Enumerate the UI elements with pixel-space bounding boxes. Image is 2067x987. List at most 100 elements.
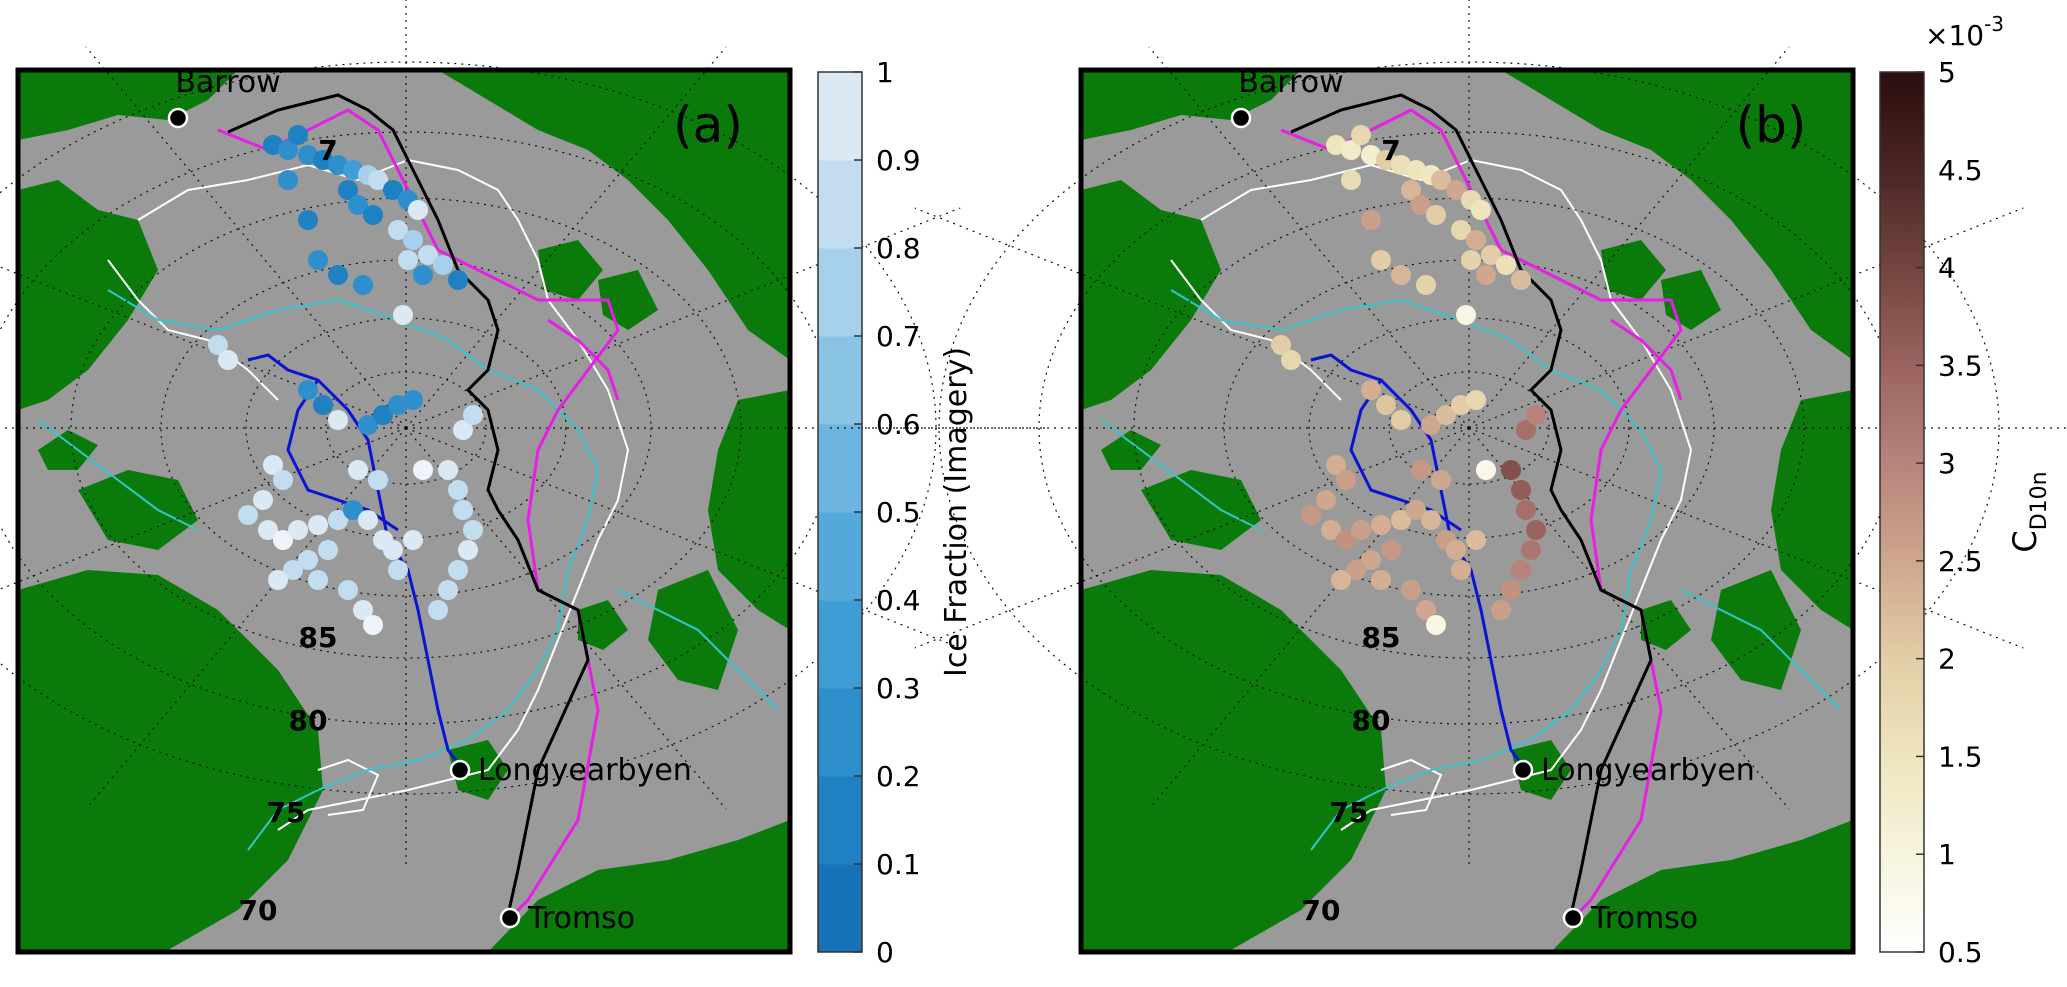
data-point: [428, 600, 448, 620]
track-magenta: [217, 108, 620, 922]
data-point: [1446, 540, 1466, 560]
data-point: [1381, 540, 1401, 560]
city-label: Longyearbyen: [1541, 753, 1755, 788]
colorbar-b-tick-label: 1: [1938, 838, 1956, 871]
latitude-label: 7: [318, 134, 337, 167]
data-point: [1526, 520, 1546, 540]
data-point: [263, 455, 283, 475]
colorbar-a-block: [818, 72, 862, 161]
data-point: [403, 230, 423, 250]
track-blue: [1310, 353, 1528, 771]
data-point: [1301, 505, 1321, 525]
data-point: [1501, 460, 1521, 480]
data-point: [388, 560, 408, 580]
data-point: [383, 540, 403, 560]
data-point: [1471, 200, 1491, 220]
land-polygon: [1771, 390, 1853, 630]
data-point: [368, 170, 388, 190]
data-point: [368, 470, 388, 490]
track-black: [1290, 93, 1653, 916]
land-polygon: [1501, 70, 1853, 360]
data-point: [1446, 180, 1466, 200]
data-point: [1431, 470, 1451, 490]
meridian-line: [85, 46, 407, 429]
data-point: [438, 580, 458, 600]
colorbar-b-frame: [1879, 71, 1925, 953]
ice-edge-cyan: [37, 419, 199, 531]
land-polygon: [1601, 240, 1666, 300]
colorbar-a-tick-label: 0.6: [876, 408, 921, 441]
latitude-label: 85: [1362, 621, 1401, 654]
colorbar-a-tick-label: 0.2: [876, 760, 921, 793]
data-point: [353, 275, 373, 295]
data-point: [1361, 550, 1381, 570]
land-polygon: [78, 470, 198, 550]
data-point: [1351, 125, 1371, 145]
land-masses: [1081, 70, 1853, 952]
colorbar-a-tick-label: 0.9: [876, 144, 921, 177]
data-point: [288, 520, 308, 540]
data-point: [1421, 510, 1441, 530]
colorbar-a-block: [818, 600, 862, 689]
colorbar-b-tick-label: 4: [1938, 252, 1956, 285]
data-point: [273, 470, 293, 490]
latitude-label: 85: [299, 621, 338, 654]
panel-label-a: (a): [673, 96, 743, 154]
data-point: [1436, 405, 1456, 425]
data-point: [463, 520, 483, 540]
data-point: [463, 405, 483, 425]
land-polygon: [1641, 600, 1691, 650]
colorbar-b-scale-note: ×10-3: [1925, 12, 2004, 52]
data-point: [1511, 270, 1531, 290]
colorbar-a-blocks: [818, 72, 862, 953]
data-point: [218, 350, 238, 370]
meridian-line: [405, 427, 961, 649]
svg-text:CD10n: CD10n: [2006, 471, 2052, 552]
data-point: [373, 405, 393, 425]
data-point: [453, 500, 473, 520]
latitude-label: 80: [289, 704, 328, 737]
data-point: [318, 540, 338, 560]
data-point: [1481, 245, 1501, 265]
data-point: [328, 410, 348, 430]
colorbar-a-tick-label: 0.3: [876, 672, 921, 705]
panel-frame-a: [15, 67, 793, 955]
colorbar-a-block: [818, 512, 862, 601]
land-polygon: [648, 570, 738, 690]
data-point: [1426, 205, 1446, 225]
colorbar-b-tick-label: 3.5: [1938, 349, 1983, 382]
data-point: [1361, 380, 1381, 400]
data-point: [388, 220, 408, 240]
colorbar-a-tick-label: 0.8: [876, 232, 921, 265]
ship-tracks: [1280, 93, 1683, 922]
data-point: [253, 490, 273, 510]
data-point: [1416, 275, 1436, 295]
data-point: [413, 265, 433, 285]
data-point: [1401, 180, 1421, 200]
data-point: [1491, 600, 1511, 620]
data-point: [1336, 470, 1356, 490]
data-point: [413, 460, 433, 480]
land-polygon: [1511, 740, 1571, 800]
colorbar-b-gradient: [1880, 72, 1924, 952]
ice-fraction-points: [208, 125, 483, 635]
data-point: [1346, 560, 1366, 580]
land-polygon: [1081, 180, 1221, 410]
colorbar-b-ticks: 0.5 1 1.5 2 2.5 3 3.5 4 4.5 5: [1916, 56, 1983, 969]
colorbar-a-block: [818, 424, 862, 513]
data-point: [358, 415, 378, 435]
data-point: [448, 480, 468, 500]
colorbar-a-block: [818, 688, 862, 777]
land-polygon: [1081, 70, 1301, 140]
data-point: [348, 460, 368, 480]
data-point: [308, 570, 328, 590]
ice-edge-white: [1380, 758, 1443, 816]
data-point: [1271, 335, 1291, 355]
colorbar-a-block: [818, 776, 862, 865]
meridian-line: [1468, 207, 2024, 429]
colorbar-a-tick-label: 0.7: [876, 320, 921, 353]
ice-edge-white: [1170, 259, 1342, 401]
data-point: [1466, 390, 1486, 410]
